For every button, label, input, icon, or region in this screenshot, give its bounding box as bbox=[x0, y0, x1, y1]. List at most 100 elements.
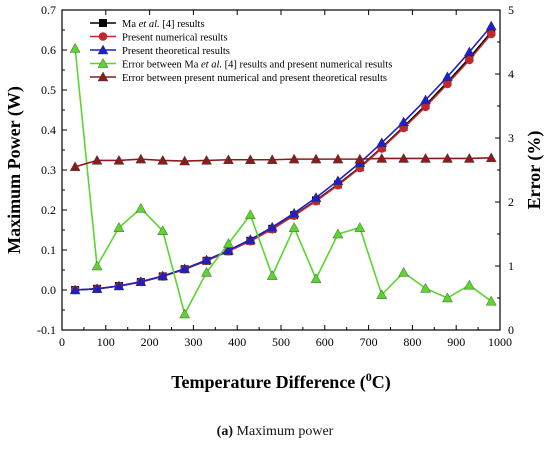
data-point-3 bbox=[464, 279, 475, 290]
data-point-2 bbox=[310, 192, 322, 202]
figure-caption: (a) Maximum power bbox=[0, 424, 550, 440]
x-tick-label: 500 bbox=[272, 335, 290, 349]
data-point-3 bbox=[310, 273, 322, 283]
data-point-4 bbox=[420, 153, 431, 163]
data-point-3 bbox=[245, 209, 256, 220]
data-point-3 bbox=[354, 222, 366, 232]
data-point-4 bbox=[245, 154, 256, 164]
data-point-2 bbox=[91, 283, 103, 293]
y-left-tick-label: 0.2 bbox=[41, 203, 56, 217]
data-point-1 bbox=[465, 55, 474, 65]
data-point-3 bbox=[288, 222, 300, 232]
legend-marker-0 bbox=[99, 19, 107, 27]
data-point-4 bbox=[201, 154, 212, 165]
y-right-tick-label: 5 bbox=[508, 3, 514, 17]
legend-label-1: Present numerical results bbox=[122, 33, 228, 44]
legend-label-0: Ma et al. [4] results bbox=[122, 19, 205, 30]
data-point-3 bbox=[398, 266, 409, 277]
y-right-tick-label: 1 bbox=[508, 259, 514, 273]
data-point-3 bbox=[113, 222, 125, 232]
y-right-tick-label: 3 bbox=[508, 131, 514, 145]
x-tick-label: 100 bbox=[97, 335, 115, 349]
data-point-2 bbox=[464, 46, 475, 57]
x-tick-label: 900 bbox=[447, 335, 465, 349]
y-left-axis-title: Maximum Power (W) bbox=[4, 86, 25, 254]
data-point-4 bbox=[354, 153, 366, 164]
y-left-tick-label: -0.1 bbox=[37, 323, 56, 337]
series-line-3 bbox=[74, 48, 492, 317]
legend-label-2: Present theoretical results bbox=[122, 46, 230, 57]
data-point-2 bbox=[179, 263, 190, 273]
y-right-axis-title: Error (%) bbox=[524, 131, 545, 210]
data-point-2 bbox=[201, 254, 212, 265]
y-left-tick-label: 0.0 bbox=[41, 283, 56, 297]
data-point-2 bbox=[157, 270, 169, 281]
y-left-tick-label: 0.5 bbox=[41, 83, 56, 97]
data-point-4 bbox=[310, 153, 322, 164]
data-point-2 bbox=[485, 20, 497, 31]
data-point-2 bbox=[376, 137, 388, 148]
data-point-4 bbox=[332, 153, 344, 164]
data-point-1 bbox=[443, 79, 452, 89]
data-point-4 bbox=[398, 153, 409, 163]
data-point-4 bbox=[442, 153, 453, 163]
x-tick-label: 600 bbox=[316, 335, 334, 349]
data-point-3 bbox=[135, 202, 147, 213]
data-point-4 bbox=[157, 154, 169, 165]
data-point-3 bbox=[376, 289, 388, 299]
data-point-2 bbox=[442, 71, 453, 82]
legend-marker-1 bbox=[98, 32, 108, 41]
data-point-3 bbox=[442, 292, 453, 303]
data-point-3 bbox=[223, 238, 234, 248]
data-point-2 bbox=[398, 116, 409, 127]
data-point-2 bbox=[69, 284, 81, 295]
y-left-tick-label: 0.4 bbox=[41, 123, 56, 137]
y-right-tick-label: 0 bbox=[508, 323, 514, 337]
data-point-4 bbox=[485, 152, 497, 163]
chart-svg: 0 100 200 300 400 500 600 700 800 900 1000 -0.1 0.0 0… bbox=[4, 3, 545, 393]
data-point-3 bbox=[91, 260, 103, 271]
y-left-tick-label: 0.7 bbox=[41, 3, 56, 17]
data-point-4 bbox=[464, 153, 475, 163]
data-point-2 bbox=[245, 234, 256, 244]
y-left-tick-label: 0.6 bbox=[41, 43, 56, 57]
caption-tag: (a) bbox=[216, 424, 233, 439]
data-point-4 bbox=[69, 161, 81, 172]
data-point-3 bbox=[485, 295, 497, 306]
series-line-4 bbox=[74, 157, 492, 168]
caption-text: Maximum power bbox=[236, 424, 334, 439]
data-point-3 bbox=[179, 308, 190, 319]
data-point-2 bbox=[332, 175, 344, 186]
legend-label-3: Error between Ma et al. [4] results and … bbox=[122, 60, 392, 71]
legend-marker-4 bbox=[97, 71, 109, 82]
x-tick-label: 1000 bbox=[488, 335, 512, 349]
x-tick-label: 800 bbox=[403, 335, 421, 349]
y-right-tick-label: 4 bbox=[508, 67, 514, 81]
x-tick-label: 300 bbox=[184, 335, 202, 349]
data-point-2 bbox=[113, 280, 125, 291]
x-axis-title: Temperature Difference (0C) bbox=[171, 370, 391, 393]
legend-marker-2 bbox=[97, 44, 109, 55]
data-point-3 bbox=[201, 266, 212, 277]
data-point-2 bbox=[288, 207, 300, 218]
y-left-tick-label: 0.1 bbox=[41, 243, 56, 257]
plot-frame bbox=[61, 9, 501, 331]
data-point-3 bbox=[266, 270, 278, 280]
x-tick-label: 0 bbox=[59, 335, 65, 349]
data-point-1 bbox=[421, 102, 430, 112]
data-point-3 bbox=[332, 228, 344, 239]
data-point-4 bbox=[179, 155, 190, 166]
data-point-2 bbox=[420, 94, 431, 105]
data-point-3 bbox=[69, 42, 81, 53]
legend-label-4: Error between present numerical and pres… bbox=[122, 73, 387, 84]
data-point-4 bbox=[91, 154, 103, 165]
data-point-3 bbox=[420, 282, 431, 293]
data-point-2 bbox=[223, 244, 234, 255]
data-point-2 bbox=[135, 276, 147, 286]
data-point-4 bbox=[266, 154, 278, 164]
data-point-4 bbox=[135, 153, 147, 164]
y-right-tick-label: 2 bbox=[508, 195, 514, 209]
data-point-4 bbox=[288, 153, 300, 164]
legend-marker-3 bbox=[97, 58, 109, 68]
data-point-4 bbox=[113, 154, 125, 165]
